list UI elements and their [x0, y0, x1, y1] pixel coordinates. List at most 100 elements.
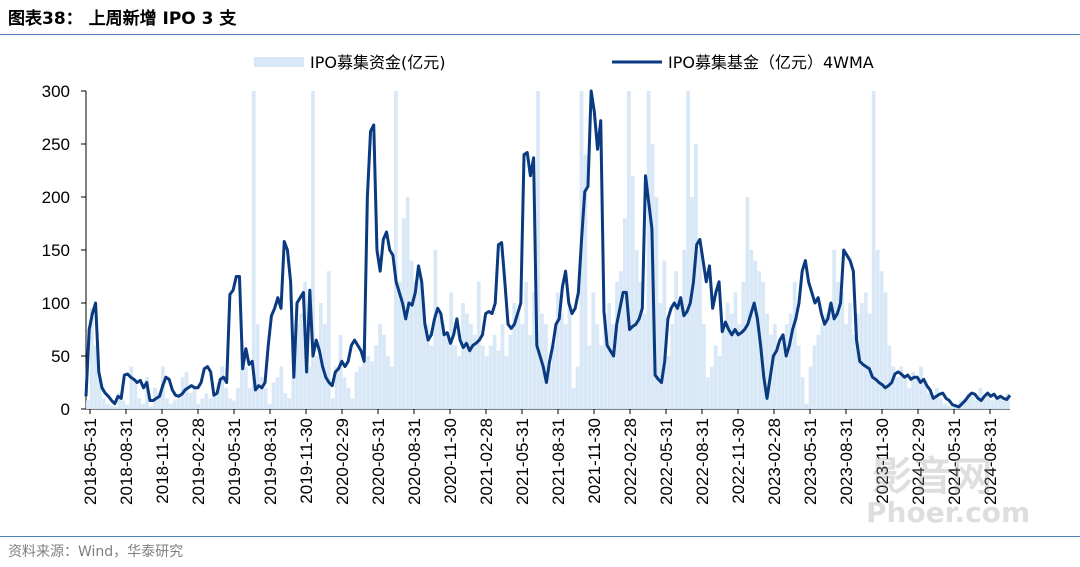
bar	[500, 324, 505, 409]
bar	[998, 398, 1002, 409]
bar	[208, 398, 213, 409]
bar	[603, 313, 608, 409]
bar	[97, 377, 102, 409]
bar	[232, 400, 236, 409]
bar	[871, 91, 876, 409]
bar	[176, 398, 181, 409]
bar	[117, 393, 122, 409]
bar	[516, 313, 521, 409]
bar	[240, 345, 244, 409]
bar	[508, 334, 513, 409]
bar	[903, 377, 908, 409]
bar	[307, 366, 311, 409]
bar	[662, 260, 667, 409]
bar	[895, 377, 900, 409]
bar	[583, 154, 588, 409]
y-tick-label: 250	[42, 135, 70, 154]
x-axis-labels: 2018-05-31 2018-08-31 2018-11-30 2019-02-28…	[81, 418, 1000, 505]
y-tick-label: 200	[42, 188, 70, 207]
bar	[634, 250, 639, 409]
y-tick-label: 100	[42, 294, 70, 313]
x-tick-label: 2023-05-31	[801, 418, 820, 505]
bar	[674, 271, 679, 409]
bar	[484, 356, 489, 409]
bar	[374, 345, 379, 409]
bar	[934, 387, 939, 409]
bar	[192, 387, 197, 409]
bar	[243, 366, 248, 409]
bar	[480, 345, 485, 409]
bar	[465, 313, 469, 409]
bar	[445, 334, 450, 409]
watermark: 影音网 Phoer.com	[866, 454, 1030, 529]
x-tick-label: 2024-08-31	[981, 418, 1000, 505]
bar	[591, 292, 596, 409]
bar	[350, 398, 355, 409]
line-4wma	[84, 89, 1012, 409]
bar	[899, 366, 904, 409]
bar	[721, 324, 726, 409]
bar	[520, 324, 525, 409]
y-tick-label: 300	[42, 82, 70, 101]
bar	[551, 345, 556, 409]
bar	[137, 398, 142, 409]
bar	[946, 405, 951, 409]
bar	[275, 377, 280, 409]
bar	[168, 403, 173, 409]
bar	[291, 377, 296, 409]
bar	[962, 398, 967, 409]
bar	[859, 303, 864, 409]
bar	[615, 281, 619, 409]
bar	[101, 398, 106, 409]
bar	[342, 377, 347, 409]
bar	[741, 281, 746, 409]
bar	[863, 292, 868, 409]
bar	[942, 403, 947, 409]
bar	[753, 260, 758, 409]
x-tick-label: 2018-05-31	[81, 418, 100, 505]
bar	[690, 197, 694, 409]
bar	[784, 324, 789, 409]
bar	[852, 334, 856, 409]
bar	[800, 377, 805, 409]
bar	[326, 271, 331, 409]
x-tick-label: 2019-08-31	[261, 418, 280, 505]
bar	[212, 396, 217, 409]
bar	[378, 324, 382, 409]
bar	[761, 281, 765, 409]
bar	[283, 393, 288, 409]
bar	[449, 292, 454, 409]
bar	[713, 345, 718, 409]
bar	[575, 366, 580, 409]
bar	[196, 403, 201, 409]
bar	[840, 292, 844, 409]
bar	[619, 271, 623, 409]
bar	[812, 345, 817, 409]
legend-swatch-bars	[254, 57, 304, 67]
bar	[453, 345, 457, 409]
bar	[595, 324, 600, 409]
legend-label-line: IPO募集基金（亿元）4WMA	[668, 53, 874, 72]
bar	[887, 345, 892, 409]
bar	[488, 345, 493, 409]
bar	[559, 313, 564, 409]
bar	[788, 313, 793, 409]
bar	[626, 91, 631, 409]
bar	[536, 91, 540, 409]
x-tick-label: 2022-11-30	[729, 418, 748, 504]
bar	[737, 324, 742, 409]
bar	[86, 400, 90, 409]
bar-series	[86, 91, 1010, 409]
bottom-rule	[0, 536, 1080, 537]
x-tick-label: 2022-08-31	[693, 418, 712, 505]
bar	[587, 345, 592, 409]
bar	[370, 361, 375, 409]
bar	[777, 345, 781, 409]
top-rule	[0, 34, 1080, 35]
bar	[686, 91, 690, 409]
bar	[970, 396, 975, 409]
x-tick-label: 2022-05-31	[657, 418, 676, 505]
bar	[504, 356, 509, 409]
x-tick-label: 2021-11-30	[585, 418, 604, 504]
x-tick-label: 2019-11-30	[297, 418, 316, 504]
